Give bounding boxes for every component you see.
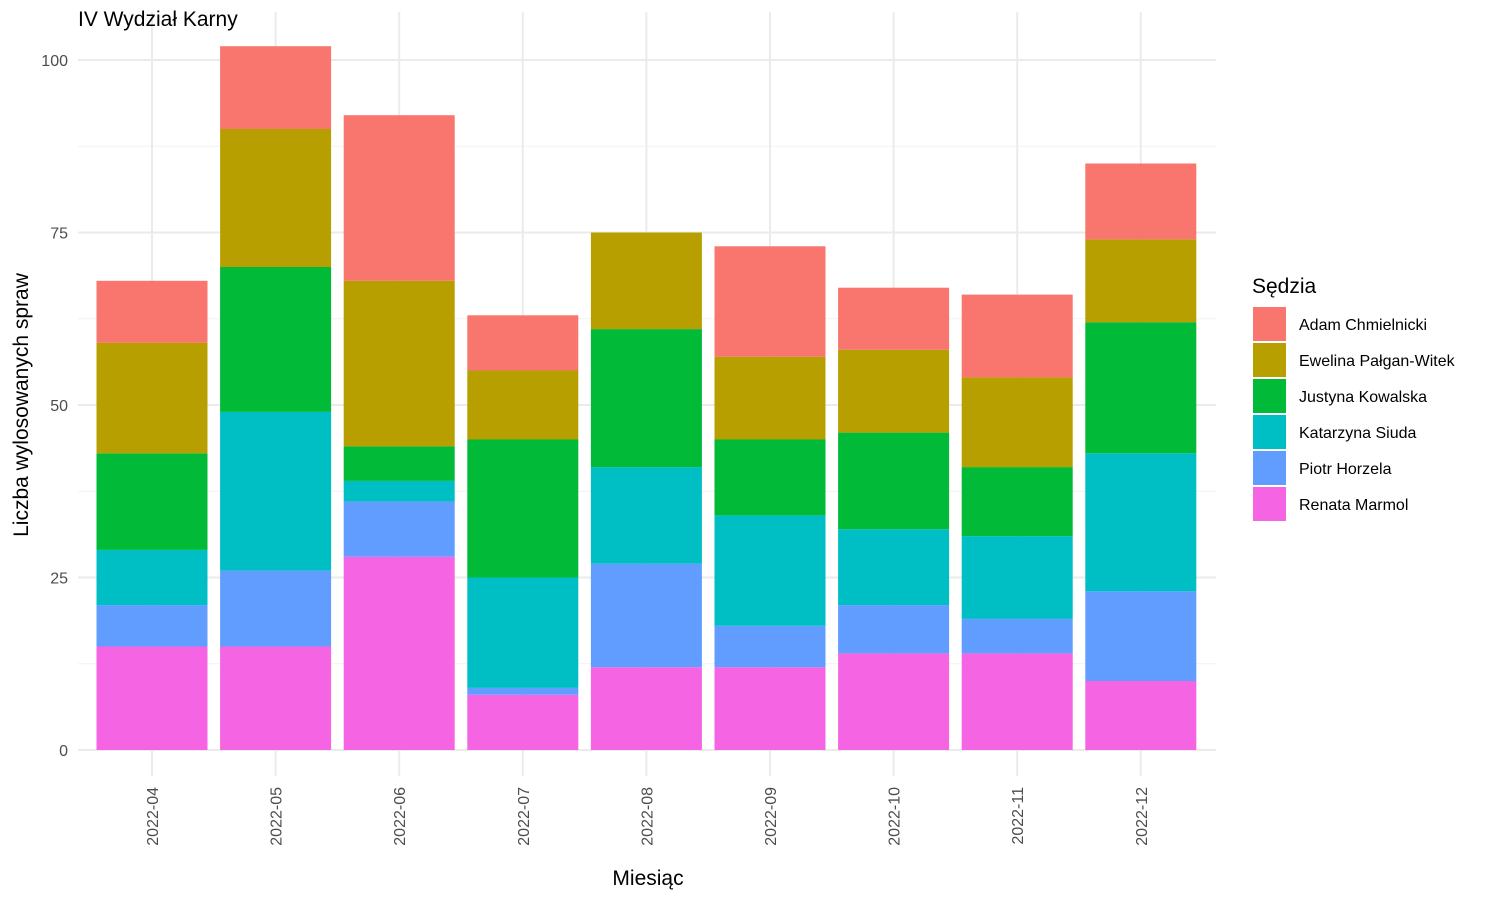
bar-segment bbox=[961, 377, 1073, 468]
bar-segment bbox=[220, 646, 332, 750]
legend: Sędzia Adam Chmielnicki Ewelina Pałgan-Wi… bbox=[1252, 275, 1456, 521]
bar-segment bbox=[220, 46, 332, 130]
legend-title: Sędzia bbox=[1252, 275, 1317, 298]
y-axis-title: Liczba wylosowanych spraw bbox=[10, 272, 33, 537]
x-tick-label: 2022-05 bbox=[269, 787, 286, 846]
bar-segment bbox=[590, 563, 702, 668]
y-tick-label: 25 bbox=[50, 571, 68, 588]
bar-segment bbox=[220, 411, 332, 571]
bar-segment bbox=[467, 694, 579, 750]
bar-segment bbox=[467, 577, 579, 688]
bar-segment bbox=[714, 439, 826, 516]
bar-segment bbox=[838, 287, 950, 350]
legend-label: Ewelina Pałgan-Witek bbox=[1299, 353, 1456, 370]
y-tick-label: 100 bbox=[41, 53, 68, 70]
bar-segment bbox=[1085, 239, 1197, 323]
bar-segment bbox=[1085, 453, 1197, 592]
bar-segment bbox=[343, 280, 455, 447]
legend-key bbox=[1253, 487, 1286, 521]
bar-segment bbox=[961, 467, 1073, 537]
bar-segment bbox=[96, 549, 208, 606]
bar-segment bbox=[96, 342, 208, 454]
bar-segment bbox=[590, 667, 702, 750]
legend-label: Piotr Horzela bbox=[1299, 461, 1392, 478]
bar-segment bbox=[714, 667, 826, 750]
bar-segment bbox=[467, 315, 579, 371]
y-tick-label: 75 bbox=[50, 226, 68, 243]
x-axis-title: Miesiąc bbox=[612, 867, 683, 890]
bar-segment bbox=[220, 267, 332, 412]
bar-segment bbox=[467, 439, 579, 578]
bar-segment bbox=[1085, 163, 1197, 240]
bar-segment bbox=[467, 370, 579, 440]
bars bbox=[96, 46, 1197, 750]
bar-segment bbox=[961, 618, 1073, 654]
bar-segment bbox=[961, 294, 1073, 378]
bar-segment bbox=[96, 280, 208, 343]
bar-segment bbox=[714, 515, 826, 626]
legend-label: Katarzyna Siuda bbox=[1299, 425, 1417, 442]
x-tick-label: 2022-07 bbox=[516, 787, 533, 846]
legend-key bbox=[1253, 451, 1286, 485]
x-tick-label: 2022-08 bbox=[639, 787, 656, 846]
bar-segment bbox=[838, 432, 950, 530]
bar-segment bbox=[1085, 322, 1197, 454]
bar-segment bbox=[343, 480, 455, 502]
bar-segment bbox=[590, 329, 702, 468]
bar-segment bbox=[96, 605, 208, 647]
bar-segment bbox=[467, 687, 579, 695]
bar-segment bbox=[343, 501, 455, 557]
x-tick-label: 2022-04 bbox=[145, 787, 162, 846]
bar-segment bbox=[714, 625, 826, 668]
y-tick-label: 50 bbox=[50, 398, 68, 415]
bar-segment bbox=[1085, 591, 1197, 681]
bar-segment bbox=[590, 467, 702, 564]
y-tick-label: 0 bbox=[59, 743, 68, 760]
x-tick-label: 2022-12 bbox=[1134, 787, 1151, 846]
x-tick-label: 2022-10 bbox=[887, 787, 904, 846]
legend-label: Justyna Kowalska bbox=[1299, 389, 1427, 406]
bar-segment bbox=[343, 556, 455, 750]
bar-segment bbox=[220, 570, 332, 647]
bar-segment bbox=[343, 446, 455, 481]
bar-segment bbox=[714, 246, 826, 357]
x-tick-label: 2022-06 bbox=[392, 787, 409, 846]
bar-segment bbox=[838, 529, 950, 606]
bar-segment bbox=[1085, 681, 1197, 750]
x-tick-label: 2022-09 bbox=[763, 787, 780, 846]
legend-key bbox=[1253, 307, 1286, 341]
legend-key bbox=[1253, 379, 1286, 413]
legend-key bbox=[1253, 415, 1286, 449]
bar-segment bbox=[220, 129, 332, 267]
bar-segment bbox=[590, 232, 702, 330]
bar-segment bbox=[838, 605, 950, 654]
bar-segment bbox=[838, 653, 950, 750]
x-tick-label: 2022-11 bbox=[1010, 787, 1027, 845]
legend-label: Renata Marmol bbox=[1299, 497, 1408, 514]
bar-segment bbox=[714, 356, 826, 440]
bar-segment bbox=[96, 646, 208, 750]
bar-segment bbox=[96, 453, 208, 550]
y-axis: 0 25 50 75 100 bbox=[41, 53, 68, 760]
legend-key bbox=[1253, 343, 1286, 377]
bar-segment bbox=[961, 536, 1073, 619]
bar-segment bbox=[961, 653, 1073, 750]
chart-title: IV Wydział Karny bbox=[78, 8, 238, 31]
legend-label: Adam Chmielnicki bbox=[1299, 317, 1427, 334]
x-axis: 2022-04 2022-05 2022-06 2022-07 2022-08 2022-… bbox=[145, 787, 1151, 846]
bar-segment bbox=[838, 349, 950, 433]
bar-segment bbox=[343, 115, 455, 281]
